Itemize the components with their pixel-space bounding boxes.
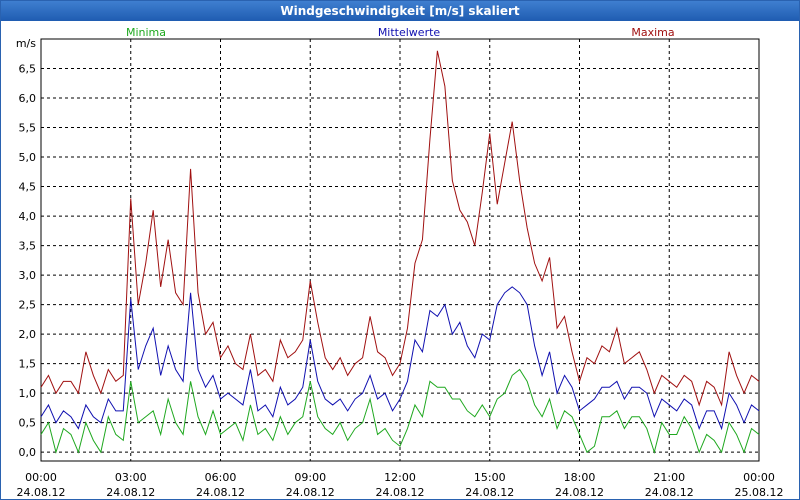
x-tick-time-label: 15:00 [474, 471, 506, 484]
y-tick-label: 2,0 [19, 328, 37, 341]
y-tick-label: 6,0 [19, 92, 37, 105]
legend: Minima Mittelwerte Maxima [126, 26, 675, 39]
series-line-mittelwerte [40, 286, 760, 431]
y-tick-label: 3,0 [19, 269, 37, 282]
x-tick-time-label: 06:00 [205, 471, 237, 484]
y-tick-label: 5,0 [19, 151, 37, 164]
y-tick-label: 5,5 [19, 122, 37, 135]
x-tick-date-label: 24.08.12 [196, 486, 245, 499]
x-tick-time-label: 00:00 [25, 471, 57, 484]
x-tick-time-label: 18:00 [564, 471, 596, 484]
grid-lines [41, 39, 759, 461]
y-tick-label: 4,0 [19, 210, 37, 223]
x-tick-date-label: 24.08.12 [555, 486, 604, 499]
x-tick-time-label: 12:00 [384, 471, 416, 484]
y-tick-label: 1,0 [19, 387, 37, 400]
y-tick-label: 6,5 [19, 63, 37, 76]
plot-frame [40, 38, 760, 462]
legend-entry-maxima: Maxima [631, 26, 674, 39]
x-tick-date-label: 25.08.12 [735, 486, 784, 499]
chart-title: Windgeschwindigkeit [m/s] skaliert [1, 1, 799, 21]
axes [40, 38, 760, 462]
x-tick-date-label: 24.08.12 [645, 486, 694, 499]
x-tick-time-label: 03:00 [115, 471, 147, 484]
series-lines [40, 50, 760, 454]
y-tick-label: 4,5 [19, 181, 37, 194]
y-tick-label: 0,5 [19, 417, 37, 430]
series-line-minima [40, 368, 760, 454]
x-tick-time-label: 00:00 [743, 471, 775, 484]
x-tick-date-label: 24.08.12 [106, 486, 155, 499]
y-tick-label: 0,0 [19, 446, 37, 459]
legend-entry-mittelwerte: Mittelwerte [378, 26, 441, 39]
x-tick-time-label: 09:00 [294, 471, 326, 484]
x-tick-date-label: 24.08.12 [465, 486, 514, 499]
tick-labels: 0,0 0,5 1,0 1,5 2,0 2,5 3,0 3,5 4,0 4,5 5,0 5,5 6,0 6… [16, 37, 784, 499]
x-tick-date-label: 24.08.12 [286, 486, 335, 499]
y-tick-label: 3,5 [19, 240, 37, 253]
x-tick-time-label: 21:00 [653, 471, 685, 484]
x-tick-date-label: 24.08.12 [376, 486, 425, 499]
series-line-maxima [40, 50, 760, 407]
legend-entry-minima: Minima [126, 26, 166, 39]
y-tick-label: 1,5 [19, 358, 37, 371]
y-tick-label: 2,5 [19, 299, 37, 312]
x-tick-date-label: 24.08.12 [17, 486, 66, 499]
y-axis-unit-label: m/s [16, 37, 36, 50]
